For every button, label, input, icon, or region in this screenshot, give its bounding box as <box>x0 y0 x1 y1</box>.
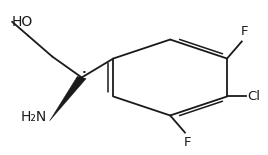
Text: Cl: Cl <box>247 90 260 103</box>
Text: F: F <box>184 136 191 149</box>
Text: HO: HO <box>12 15 33 29</box>
Polygon shape <box>50 76 86 121</box>
Text: F: F <box>241 25 248 38</box>
Text: H₂N: H₂N <box>21 110 47 124</box>
Text: ▪: ▪ <box>83 69 86 73</box>
